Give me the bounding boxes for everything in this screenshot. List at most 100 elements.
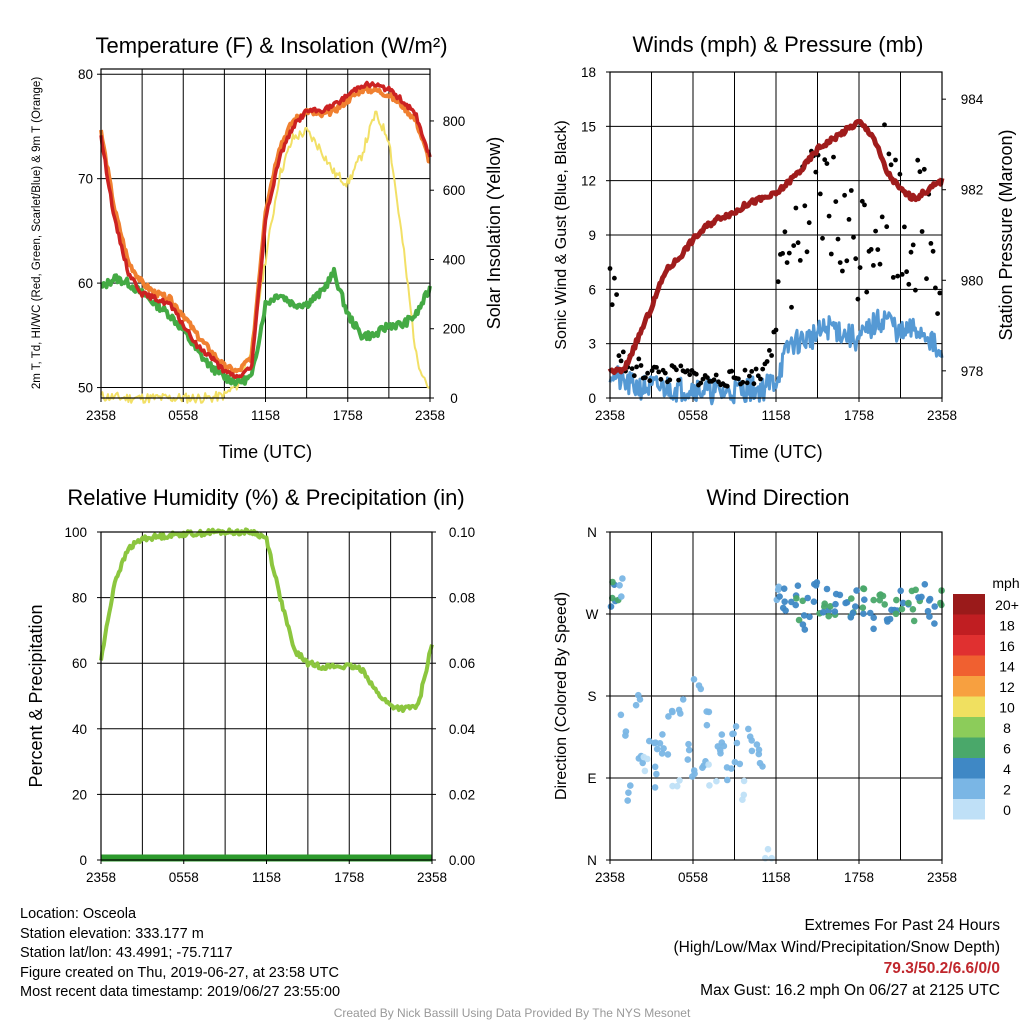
direction-point bbox=[739, 796, 746, 803]
gust-point bbox=[764, 359, 770, 364]
direction-point bbox=[664, 751, 672, 758]
y-axis-label: Percent & Precipitation bbox=[26, 604, 46, 787]
direction-point bbox=[732, 723, 740, 730]
legend-swatch bbox=[953, 758, 985, 779]
direction-point bbox=[659, 731, 666, 738]
direction-point bbox=[925, 597, 933, 604]
gust-point bbox=[930, 248, 936, 254]
x-tick-label: 1158 bbox=[761, 408, 790, 423]
gust-point bbox=[928, 241, 934, 246]
direction-point bbox=[931, 603, 938, 610]
gust-point bbox=[917, 169, 923, 175]
gust-point bbox=[793, 205, 799, 211]
direction-point bbox=[910, 617, 918, 625]
y2-tick-label: 0.02 bbox=[449, 787, 475, 802]
direction-point bbox=[658, 750, 666, 757]
direction-point bbox=[669, 708, 676, 716]
gust-point bbox=[840, 268, 845, 274]
legend-label: 12 bbox=[999, 679, 1015, 695]
gust-point bbox=[913, 287, 918, 293]
extremes-subtitle: (High/Low/Max Wind/Precipitation/Snow De… bbox=[673, 938, 1001, 956]
gust-point bbox=[789, 304, 794, 310]
y2-tick-label: 982 bbox=[961, 183, 984, 198]
insolation-line bbox=[100, 110, 431, 404]
x-tick-label: 0558 bbox=[168, 408, 198, 423]
gust-point bbox=[846, 217, 852, 222]
y2-axis-label: Station Pressure (Maroon) bbox=[996, 129, 1016, 340]
y2-axis-label: Solar Insolation (Yellow) bbox=[484, 137, 504, 329]
gust-point bbox=[893, 157, 898, 163]
direction-point bbox=[870, 596, 877, 604]
gust-point bbox=[924, 276, 929, 282]
gust-point bbox=[862, 202, 867, 208]
gust-point bbox=[884, 224, 890, 230]
grid-lines bbox=[101, 531, 432, 861]
y-tick-label: 100 bbox=[64, 525, 87, 540]
direction-point bbox=[656, 740, 664, 747]
direction-point bbox=[793, 595, 800, 602]
direction-point bbox=[848, 595, 855, 602]
x-tick-label: 2358 bbox=[595, 408, 625, 423]
gust-point bbox=[910, 242, 916, 248]
x-tick-label: 2358 bbox=[595, 870, 625, 885]
direction-point bbox=[730, 730, 737, 737]
direction-point bbox=[639, 759, 646, 767]
direction-point bbox=[853, 587, 860, 594]
direction-point bbox=[733, 739, 741, 747]
x-tick-label: 2358 bbox=[86, 408, 116, 423]
direction-point bbox=[870, 614, 877, 621]
gust-point bbox=[769, 353, 774, 358]
x-axis-label: Time (UTC) bbox=[729, 442, 822, 462]
y2-tick-label: 200 bbox=[443, 322, 466, 337]
x-tick-label: 1158 bbox=[251, 408, 280, 423]
direction-point bbox=[870, 625, 877, 633]
y2-tick-label: 980 bbox=[961, 273, 984, 288]
gust-points bbox=[607, 122, 943, 389]
legend-swatch bbox=[953, 676, 985, 697]
direction-point bbox=[705, 708, 713, 716]
gust-point bbox=[775, 279, 781, 285]
gust-point bbox=[888, 162, 894, 168]
x-tick-label: 0558 bbox=[678, 408, 708, 423]
direction-point bbox=[918, 593, 925, 601]
legend-title: mph bbox=[992, 575, 1019, 591]
grid-lines bbox=[610, 71, 942, 399]
direction-point bbox=[624, 797, 631, 804]
elevation-text: Station elevation: 333.177 m bbox=[20, 925, 204, 942]
direction-point bbox=[651, 739, 658, 747]
gust-point bbox=[908, 249, 914, 255]
y-tick-label: 0 bbox=[79, 853, 87, 868]
gust-point bbox=[614, 292, 619, 297]
gust-point bbox=[817, 191, 823, 197]
direction-point bbox=[860, 610, 867, 617]
legend-swatch bbox=[953, 717, 985, 738]
x-tick-label: 0558 bbox=[169, 870, 199, 885]
direction-point bbox=[684, 756, 692, 763]
gust-point bbox=[629, 366, 635, 371]
direction-point bbox=[905, 599, 912, 607]
direction-point bbox=[676, 777, 683, 784]
direction-point bbox=[731, 758, 739, 766]
y-tick-label: 3 bbox=[588, 337, 596, 352]
y-tick-label: N bbox=[587, 853, 597, 868]
y-tick-label: 50 bbox=[78, 381, 93, 396]
gust-point bbox=[620, 349, 626, 355]
x-tick-label: 1758 bbox=[334, 870, 364, 885]
recent-text: Most recent data timestamp: 2019/06/27 2… bbox=[20, 984, 341, 1000]
direction-point bbox=[651, 763, 659, 771]
x-tick-label: 1758 bbox=[844, 408, 874, 423]
created-text: Figure created on Thu, 2019-06-27, at 23… bbox=[20, 964, 339, 981]
direction-point bbox=[879, 592, 887, 600]
x-tick-label: 2358 bbox=[86, 870, 116, 885]
direction-point bbox=[713, 777, 720, 785]
direction-point bbox=[622, 732, 629, 739]
gust-point bbox=[935, 311, 940, 316]
direction-point bbox=[893, 596, 900, 604]
x-tick-label: 1758 bbox=[844, 870, 874, 885]
direction-point bbox=[718, 731, 726, 738]
y2-tick-label: 0.06 bbox=[449, 656, 475, 671]
y2-tick-label: 0.04 bbox=[449, 722, 476, 737]
legend-label: 0 bbox=[1003, 802, 1011, 818]
direction-point bbox=[860, 585, 867, 592]
direction-point bbox=[685, 746, 693, 754]
